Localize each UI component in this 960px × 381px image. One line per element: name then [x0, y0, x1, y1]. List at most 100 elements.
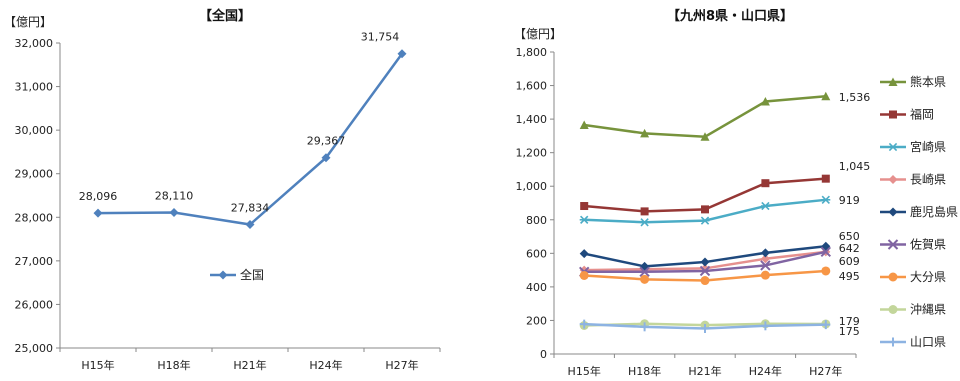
data-point-national — [321, 153, 331, 163]
x-tick-label: H15年 — [81, 358, 114, 372]
x-tick-label: H24年 — [749, 364, 782, 378]
series-1-point — [640, 128, 650, 138]
data-label: 29,367 — [307, 135, 346, 148]
series-2-point — [761, 179, 770, 188]
y-tick-label: 32,000 — [15, 37, 54, 50]
end-value-label: 175 — [839, 325, 860, 338]
series-9-point — [760, 321, 770, 331]
y-tick-label: 1,600 — [516, 80, 548, 93]
legend-marker — [888, 272, 898, 282]
y-tick-label: 1,000 — [516, 180, 548, 193]
legend-marker — [887, 239, 899, 250]
series-5-point — [579, 249, 589, 259]
series-3-point — [821, 195, 831, 204]
legend-label: 山口県 — [910, 335, 946, 349]
y-tick-label: 400 — [526, 281, 547, 294]
series-2-point — [640, 207, 649, 216]
series-3-point-c — [580, 215, 589, 224]
series-7-point — [640, 274, 650, 284]
series-6-point-b — [639, 266, 650, 277]
series-2-point — [580, 202, 589, 211]
y-tick-label: 30,000 — [15, 124, 54, 137]
series-7-point — [760, 270, 770, 280]
x-tick-label: H15年 — [568, 364, 601, 378]
series-2-point — [821, 174, 830, 183]
end-value-label: 1,536 — [839, 91, 871, 104]
legend-marker — [888, 337, 898, 347]
legend-label: 大分県 — [910, 270, 946, 284]
data-label: 28,096 — [79, 190, 118, 203]
series-6-point-b — [820, 246, 832, 258]
chart-title: 【九州8県・山口県】 — [667, 8, 793, 24]
legend-label: 福岡 — [910, 107, 934, 122]
x-tick-label: H21年 — [233, 358, 266, 372]
series-6-point — [760, 260, 771, 271]
legend-marker-c — [888, 142, 898, 152]
y-tick-label: 200 — [526, 314, 547, 327]
series-3-point-c — [821, 195, 830, 204]
series-5-point — [760, 248, 770, 258]
series-1-point — [760, 96, 770, 106]
data-point-national — [397, 49, 407, 59]
series-6-point — [639, 266, 650, 277]
y-tick-label: 25,000 — [15, 342, 54, 355]
end-value-label: 495 — [839, 270, 860, 283]
series-1-point — [579, 120, 589, 129]
data-label: 27,834 — [231, 202, 270, 215]
y-tick-label: 28,000 — [15, 211, 54, 224]
data-point-national — [169, 207, 179, 217]
end-value-label: 609 — [839, 255, 860, 268]
y-tick-label: 31,000 — [15, 81, 54, 94]
end-value-label: 650 — [839, 230, 860, 243]
y-axis-unit: 【億円】 — [4, 15, 52, 29]
y-tick-label: 0 — [540, 348, 547, 361]
legend-marker — [888, 77, 898, 86]
y-tick-label: 600 — [526, 247, 547, 260]
legend-marker — [889, 110, 897, 119]
y-axis-unit: 【億円】 — [514, 27, 562, 41]
y-tick-label: 1,800 — [516, 46, 548, 59]
series-3-point — [579, 215, 589, 224]
series-4-point — [760, 254, 770, 264]
series-6-point — [820, 246, 832, 258]
legend-label: 宮崎県 — [910, 139, 946, 154]
data-label: 28,110 — [155, 189, 194, 202]
end-value-label: 642 — [839, 242, 860, 255]
series-6-point-b — [760, 260, 771, 271]
y-tick-label: 26,000 — [15, 298, 54, 311]
series-3-point — [700, 216, 710, 225]
y-tick-label: 27,000 — [15, 255, 54, 268]
legend-label: 鹿児島県 — [910, 204, 958, 219]
legend-label: 沖縄県 — [910, 302, 946, 317]
kyushu-yamaguchi-chart: 【九州8県・山口県】【億円】 0 200 400 600 800 1,000 1,200 1,4… — [514, 8, 958, 378]
x-tick-label: H18年 — [628, 364, 661, 378]
legend-marker — [888, 207, 898, 217]
series-line-national — [97, 52, 404, 226]
x-tick-label: H18年 — [157, 358, 190, 372]
series-3-point — [640, 218, 650, 227]
legend-marker — [888, 142, 898, 152]
series-6-point — [699, 265, 711, 277]
end-value-label: 919 — [839, 194, 860, 207]
chart-title: 【全国】 — [199, 8, 251, 24]
series-2-point — [701, 205, 709, 214]
legend-label-national: 全国 — [240, 267, 264, 282]
series-9-point — [579, 319, 589, 329]
legend-label: 熊本県 — [910, 74, 946, 89]
series-7-point — [821, 266, 831, 276]
series-9-point — [821, 320, 831, 330]
series-7-point — [700, 276, 710, 286]
x-tick-label: H27年 — [809, 364, 842, 378]
series-3-point — [760, 201, 770, 211]
y-tick-label: 1,400 — [516, 113, 548, 126]
x-tick-label: H27年 — [385, 358, 418, 372]
series-3-point-c — [700, 216, 710, 225]
series-6-point-b — [699, 265, 711, 277]
x-tick-label: H24年 — [309, 358, 342, 372]
data-point-national — [93, 208, 103, 218]
end-value-label: 179 — [839, 315, 860, 328]
legend-label: 佐賀県 — [910, 238, 946, 252]
series-5-point — [700, 257, 710, 267]
x-tick-label: H21年 — [688, 364, 721, 378]
